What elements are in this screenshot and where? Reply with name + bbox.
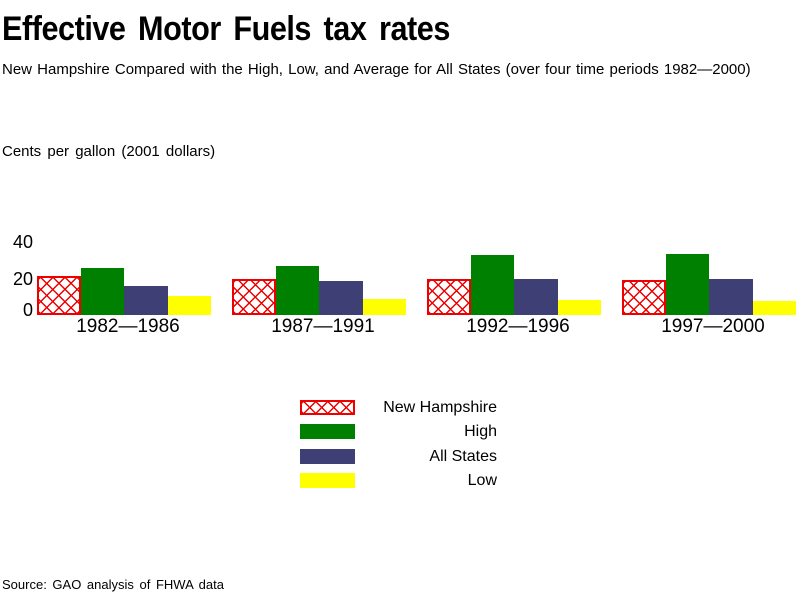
- legend-label: New Hampshire: [383, 399, 497, 416]
- legend-swatch-high: [300, 424, 355, 440]
- legend-swatch-all-states: [300, 448, 355, 464]
- bar-low: [167, 295, 211, 315]
- legend-label: High: [464, 423, 497, 441]
- chart-subtitle: New Hampshire Compared with the High, Lo…: [2, 61, 751, 78]
- bar-low: [752, 301, 796, 315]
- y-tick-label: 40: [12, 232, 33, 252]
- bar-new-hampshire: [37, 275, 81, 315]
- bar-high: [80, 267, 124, 315]
- y-tick-label: 20: [12, 268, 33, 289]
- x-tick-label: 1982—1986: [76, 316, 180, 337]
- bar-high: [665, 253, 709, 315]
- bar-all-states: [514, 279, 558, 315]
- bar-high: [275, 265, 319, 315]
- bar-low: [557, 300, 601, 315]
- legend-label: All States: [429, 447, 497, 465]
- chart-title: Effective Motor Fuels tax rates: [2, 10, 450, 48]
- bar-all-states: [709, 278, 753, 315]
- bar-all-states: [319, 281, 363, 315]
- legend-swatch-new-hampshire: [300, 400, 355, 415]
- y-tick-label: 0: [22, 300, 33, 320]
- source-note: Source: GAO analysis of FHWA data: [2, 577, 224, 592]
- bar-new-hampshire: [232, 279, 276, 315]
- legend-swatch-low: [300, 473, 355, 489]
- x-tick-label: 1987—1991: [271, 316, 375, 337]
- bar-new-hampshire: [622, 280, 666, 315]
- bar-new-hampshire: [427, 278, 471, 315]
- bar-all-states: [124, 285, 168, 315]
- y-axis-title: Cents per gallon (2001 dollars): [2, 143, 216, 160]
- x-tick-label: 1997—2000: [661, 316, 765, 337]
- legend-label: Low: [467, 472, 497, 490]
- bar-low: [362, 298, 406, 315]
- x-tick-label: 1992—1996: [466, 316, 570, 337]
- bar-high: [470, 254, 514, 315]
